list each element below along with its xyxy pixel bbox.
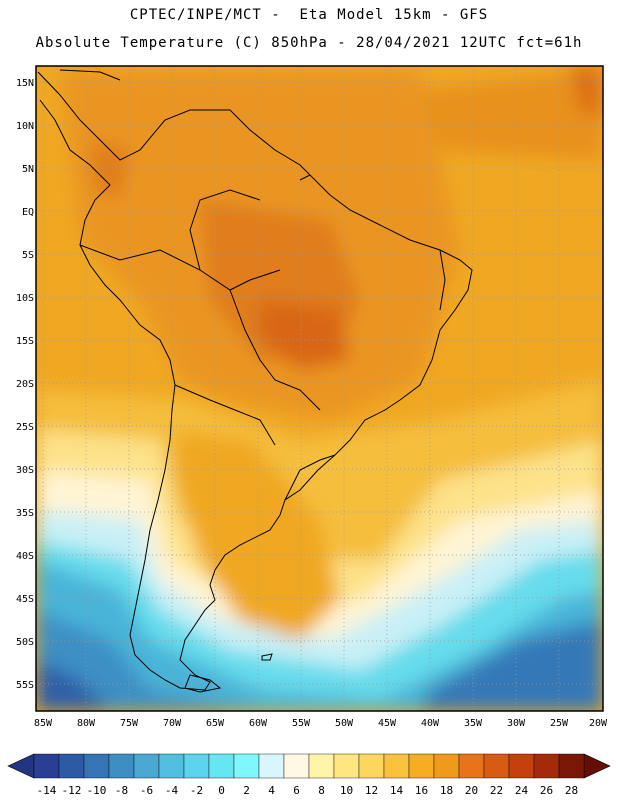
- lat-label: 30S: [16, 465, 34, 476]
- lon-label: 35W: [464, 718, 483, 729]
- colorbar-swatch: [483, 753, 510, 779]
- colorbar-swatch: [533, 753, 560, 779]
- colorbar-swatch: [183, 753, 210, 779]
- colorbar-high-arrow: [583, 753, 611, 779]
- colorbar-label: 24: [515, 784, 529, 797]
- colorbar-swatch: [208, 753, 235, 779]
- lat-label: 15N: [16, 78, 34, 89]
- colorbar-label: 20: [465, 784, 478, 797]
- colorbar-swatch: [508, 753, 535, 779]
- lat-label: 5S: [22, 250, 34, 261]
- colorbar-swatch: [433, 753, 460, 779]
- colorbar-label: -8: [115, 784, 128, 797]
- lon-label: 60W: [249, 718, 268, 729]
- lat-label: 40S: [16, 551, 34, 562]
- longitude-axis: 85W 80W 75W 70W 65W 60W 55W 50W 45W 40W …: [34, 718, 608, 729]
- colorbar-label: 0: [218, 784, 225, 797]
- latitude-axis: 15N 10N 5N EQ 5S 10S 15S 20S 25S 30S 35S…: [16, 78, 34, 691]
- colorbar-label: 18: [440, 784, 453, 797]
- colorbar-label: -2: [190, 784, 203, 797]
- colorbar-label: 6: [293, 784, 300, 797]
- colorbar-swatch: [383, 753, 410, 779]
- lon-label: 40W: [421, 718, 440, 729]
- colorbar-swatch: [258, 753, 285, 779]
- colorbar-swatch: [58, 753, 85, 779]
- lon-label: 80W: [77, 718, 96, 729]
- colorbar-swatch: [133, 753, 160, 779]
- colorbar-swatch: [333, 753, 360, 779]
- lon-label: 75W: [120, 718, 139, 729]
- lat-label: 25S: [16, 422, 34, 433]
- colorbar-label: 10: [340, 784, 353, 797]
- lon-label: 30W: [507, 718, 526, 729]
- colorbar-swatch: [558, 753, 585, 779]
- colorbar-label: -4: [165, 784, 179, 797]
- colorbar-label: 22: [490, 784, 503, 797]
- lon-label: 85W: [34, 718, 53, 729]
- lat-label: 10N: [16, 121, 34, 132]
- grid-lines: [36, 66, 603, 711]
- colorbar-swatch: [158, 753, 185, 779]
- colorbar-swatch: [408, 753, 435, 779]
- lon-label: 45W: [378, 718, 397, 729]
- colorbar-label: 26: [540, 784, 553, 797]
- colorbar-swatch: [458, 753, 485, 779]
- lon-label: 55W: [292, 718, 311, 729]
- colorbar-swatch: [233, 753, 260, 779]
- lon-label: 70W: [163, 718, 182, 729]
- title-line-2: Absolute Temperature (C) 850hPa - 28/04/…: [35, 35, 583, 51]
- colorbar-low-arrow: [7, 753, 35, 779]
- colorbar-swatch: [283, 753, 310, 779]
- colorbar-label: 2: [243, 784, 250, 797]
- colorbar-label: -12: [62, 784, 82, 797]
- title-line-1: CPTEC/INPE/MCT - Eta Model 15km - GFS: [129, 7, 489, 23]
- lat-label: 5N: [22, 164, 34, 175]
- colorbar-label: -10: [87, 784, 107, 797]
- colorbar-swatch: [33, 753, 60, 779]
- colorbar-swatch: [358, 753, 385, 779]
- temperature-field: [36, 66, 603, 711]
- colorbar-label: 16: [415, 784, 428, 797]
- lat-label: EQ: [22, 207, 34, 218]
- lat-label: 15S: [16, 336, 34, 347]
- lon-label: 20W: [589, 718, 608, 729]
- lat-label: 35S: [16, 508, 34, 519]
- lat-label: 10S: [16, 293, 34, 304]
- lon-label: 25W: [550, 718, 569, 729]
- lat-label: 55S: [16, 680, 34, 691]
- colorbar-swatch: [83, 753, 110, 779]
- colorbar-label: 28: [565, 784, 578, 797]
- colorbar-label: 12: [365, 784, 378, 797]
- map-frame: [35, 65, 604, 712]
- colorbar: -14 -12 -10 -8 -6 -4 -2 0 2 4 6 8 10 12 14 16 18 20 22 24 26…: [7, 753, 611, 797]
- colorbar-label: -6: [140, 784, 153, 797]
- lon-label: 65W: [206, 718, 225, 729]
- colorbar-swatch: [108, 753, 135, 779]
- lat-label: 20S: [16, 379, 34, 390]
- lat-label: 50S: [16, 637, 34, 648]
- coastline: [37, 69, 473, 693]
- colorbar-label: 8: [318, 784, 325, 797]
- colorbar-label: 4: [268, 784, 275, 797]
- lon-label: 50W: [335, 718, 354, 729]
- lat-label: 45S: [16, 594, 34, 605]
- colorbar-label: 14: [390, 784, 404, 797]
- colorbar-swatch: [308, 753, 335, 779]
- colorbar-label: -14: [37, 784, 57, 797]
